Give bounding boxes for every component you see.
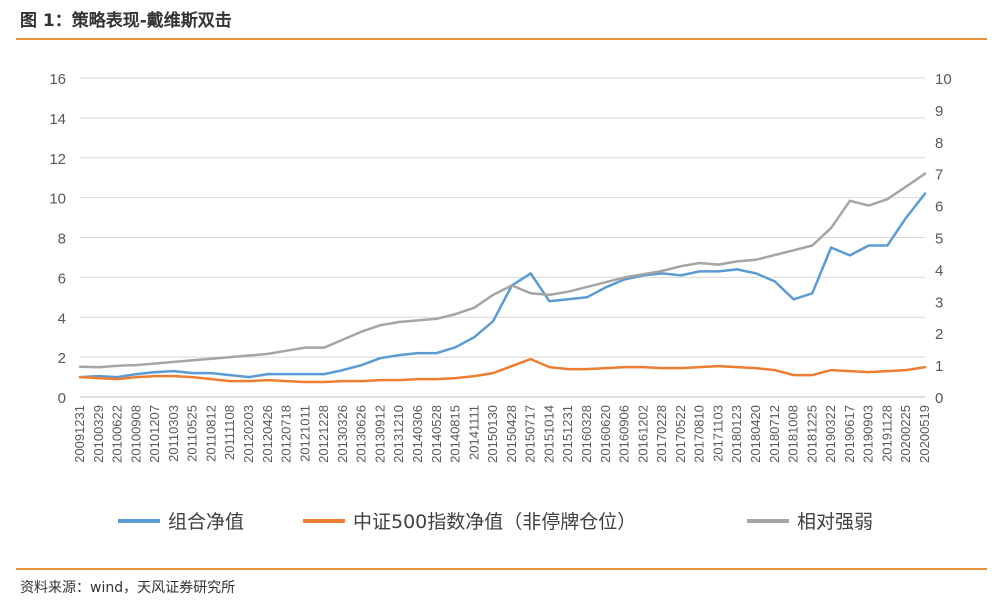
x-tick-label: 20101207: [147, 405, 162, 463]
y-axis-right: 0 1 2 3 4 5 6 7 8 9 10: [935, 71, 952, 407]
x-tick-label: 20150717: [523, 405, 538, 463]
x-tick-label: 20131210: [391, 405, 406, 463]
gridlines: [80, 77, 925, 398]
y-tick-label-right: 2: [935, 326, 943, 343]
x-tick-label: 20110812: [203, 405, 218, 462]
y-tick-label-right: 5: [935, 231, 943, 248]
series-lines: [78, 172, 927, 384]
x-tick-label: 20121011: [297, 405, 312, 462]
x-tick-label: 20140306: [410, 405, 425, 463]
legend-label: 组合净值: [168, 511, 244, 533]
x-tick-label: 20160906: [617, 405, 632, 463]
y-tick-label-right: 0: [935, 390, 943, 407]
x-tick-label: 20190322: [823, 405, 838, 463]
y-tick-label-right: 10: [935, 71, 952, 88]
x-tick-label: 20171103: [710, 405, 725, 462]
x-axis: 20091231 20100329 20100622 20100908 20101207…: [72, 396, 932, 463]
y-tick-label-right: 6: [935, 199, 943, 216]
y-tick-label-left: 4: [58, 310, 66, 327]
x-tick-label: 20130626: [354, 405, 369, 463]
chart-title: 图 1：策略表现-戴维斯双击: [20, 11, 232, 31]
x-tick-label: 20181008: [786, 405, 801, 463]
x-tick-label: 20110525: [185, 405, 200, 462]
bottom-divider: [16, 568, 987, 570]
y-tick-label-left: 12: [49, 151, 66, 168]
x-tick-label: 20200519: [917, 405, 932, 463]
y-tick-label-left: 8: [58, 231, 66, 248]
x-tick-label: 20170810: [692, 405, 707, 463]
x-tick-label: 20120718: [279, 405, 294, 463]
x-tick-label: 20170228: [654, 405, 669, 463]
x-tick-label: 20150130: [485, 405, 500, 463]
x-tick-label: 20181225: [804, 405, 819, 463]
y-tick-label-left: 10: [49, 191, 66, 208]
y-tick-label-left: 14: [49, 111, 66, 128]
y-tick-label-right: 3: [935, 294, 943, 311]
y-tick-label-right: 4: [935, 262, 943, 279]
x-tick-label: 20091231: [72, 405, 87, 463]
x-tick-label: 20140528: [429, 405, 444, 463]
x-tick-label: 20161202: [635, 405, 650, 463]
x-tick-label: 20150428: [504, 405, 519, 463]
x-tick-label: 20140815: [448, 405, 463, 463]
legend-label: 中证500指数净值（非停牌仓位）: [353, 511, 636, 533]
y-tick-label-right: 7: [935, 167, 943, 184]
series-line-3: [78, 172, 927, 369]
x-tick-label: 20130326: [335, 405, 350, 463]
x-tick-label: 20190903: [861, 405, 876, 463]
x-tick-label: 20180123: [729, 405, 744, 463]
y-tick-label-left: 2: [58, 350, 66, 367]
x-tick-label: 20130912: [372, 405, 387, 463]
x-tick-label: 20100622: [110, 405, 125, 463]
x-tick-label: 20200225: [898, 405, 913, 463]
x-tick-label: 20121228: [316, 405, 331, 463]
y-tick-label-right: 1: [935, 358, 943, 375]
x-tick-label: 20111108: [222, 405, 237, 460]
x-tick-label: 20180420: [748, 405, 763, 463]
y-axis-left: 0 2 4 6 8 10 12 14 16: [49, 71, 66, 407]
x-tick-label: 20120426: [260, 405, 275, 463]
series-line-1: [78, 192, 927, 379]
x-tick-label: 20160328: [579, 405, 594, 463]
x-tick-label: 20141111: [466, 405, 481, 460]
x-tick-label: 20100908: [128, 405, 143, 463]
x-tick-label: 20160620: [598, 405, 613, 463]
x-tick-label: 20170522: [673, 405, 688, 463]
y-tick-label-right: 8: [935, 135, 943, 152]
y-tick-label-left: 6: [58, 270, 66, 287]
legend-label: 相对强弱: [797, 511, 873, 533]
y-tick-label-left: 16: [49, 71, 66, 88]
source-note: 资料来源：wind，天风证券研究所: [20, 580, 236, 596]
x-tick-label: 20151014: [541, 405, 556, 463]
x-tick-label: 20120203: [241, 405, 256, 463]
legend: 组合净值 中证500指数净值（非停牌仓位） 相对强弱: [118, 511, 873, 533]
series-line-2: [78, 357, 927, 384]
x-tick-label: 20191128: [879, 405, 894, 462]
y-tick-label-right: 9: [935, 103, 943, 120]
x-tick-label: 20110303: [166, 405, 181, 462]
x-tick-label: 20100329: [91, 405, 106, 463]
x-tick-label: 20151231: [560, 405, 575, 463]
x-tick-label: 20180712: [767, 405, 782, 463]
y-tick-label-left: 0: [58, 390, 66, 407]
top-divider: [16, 38, 987, 40]
x-tick-label: 20190617: [842, 405, 857, 463]
